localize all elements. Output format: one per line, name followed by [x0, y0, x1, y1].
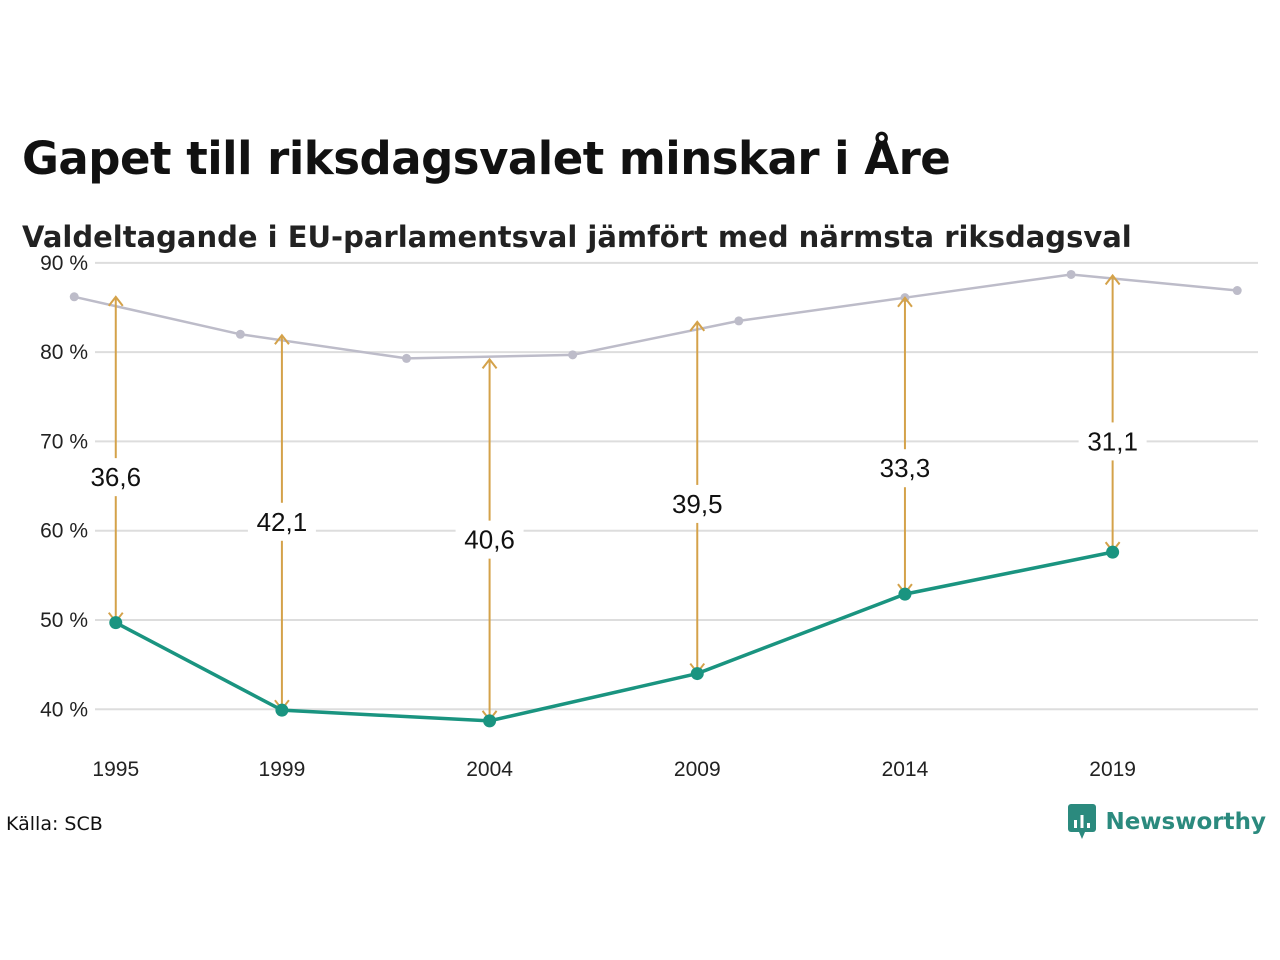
- riksdag-point: [734, 316, 744, 326]
- chart-subtitle: Valdeltagande i EU-parlamentsval jämfört…: [22, 220, 1132, 254]
- gap-label-background: [247, 502, 316, 541]
- gap-label-background: [455, 520, 524, 559]
- gap-label-background: [81, 458, 150, 497]
- eu-point: [690, 667, 704, 681]
- y-tick-label: 70 %: [40, 430, 88, 453]
- eu-point: [275, 703, 289, 717]
- gap-label: 33,3: [880, 453, 931, 483]
- riksdag-point: [69, 292, 79, 302]
- x-tick-label: 2009: [674, 758, 721, 781]
- gap-label: 40,6: [464, 525, 515, 555]
- riksdag-point: [402, 353, 412, 363]
- eu-point: [109, 616, 123, 630]
- gap-label-background: [1078, 422, 1147, 461]
- eu-point: [1106, 545, 1120, 559]
- gap-label-background: [663, 484, 732, 523]
- riksdag-point: [568, 350, 578, 360]
- newsworthy-logo-icon: [1068, 804, 1097, 839]
- gap-arrow-head-top: [481, 357, 498, 370]
- y-tick-label: 50 %: [40, 609, 88, 632]
- gap-label: 42,1: [257, 507, 308, 537]
- gap-arrow-head-top: [689, 320, 706, 332]
- series-line-eu: [114, 550, 1113, 723]
- series-line-riksdag: [73, 273, 1238, 360]
- riksdag-point: [1232, 286, 1242, 296]
- x-tick-label: 2004: [466, 758, 513, 781]
- x-tick-label: 1999: [259, 758, 306, 781]
- gap-arrow-head-top: [274, 333, 290, 345]
- eu-point: [483, 714, 497, 728]
- gap-arrow-head-top: [897, 296, 913, 308]
- line-chart: 40 % 50 % 60 % 70 % 80 % 90 % 1995 1999 2004 2009…: [40, 252, 1258, 781]
- gap-label: 36,6: [90, 462, 141, 492]
- y-tick-label: 90 %: [40, 252, 88, 275]
- gap-label-background: [870, 449, 939, 488]
- brand-name: Newsworthy: [1105, 809, 1266, 835]
- brand-logo[interactable]: Newsworthy: [1067, 803, 1266, 841]
- y-tick-label: 40 %: [40, 698, 88, 721]
- gap-arrow-head-top: [1104, 273, 1121, 286]
- source-note: Källa: SCB: [6, 813, 103, 835]
- eu-point: [898, 587, 912, 601]
- chart-title: Gapet till riksdagsvalet minskar i Åre: [22, 132, 951, 185]
- y-tick-label: 60 %: [40, 520, 88, 543]
- x-tick-label: 2019: [1089, 758, 1136, 781]
- gap-label: 31,1: [1087, 426, 1138, 456]
- x-tick-label: 2014: [882, 758, 929, 781]
- x-tick-label: 1995: [92, 758, 139, 781]
- gap-label: 39,5: [672, 489, 723, 519]
- y-tick-label: 80 %: [40, 341, 88, 364]
- riksdag-point: [235, 329, 245, 339]
- riksdag-point: [1066, 269, 1076, 279]
- gap-arrow-head-top: [107, 295, 124, 307]
